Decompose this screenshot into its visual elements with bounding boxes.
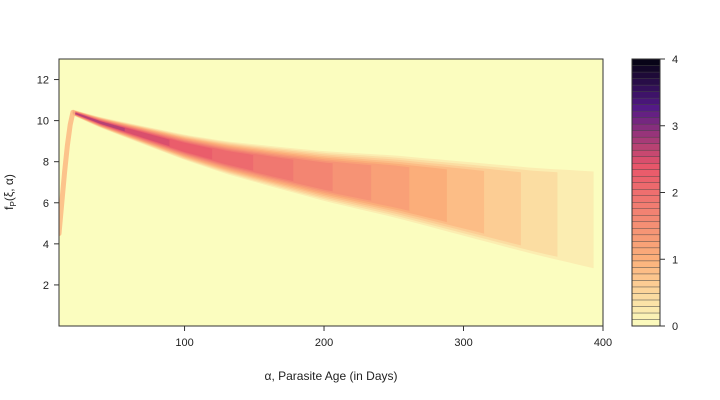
colorbar-swatch [631, 208, 661, 216]
colorbar-tick-label: 3 [672, 121, 678, 133]
colorbar-swatch [631, 254, 661, 262]
y-tick-label: 6 [43, 198, 49, 210]
colorbar-swatch [631, 215, 661, 223]
colorbar-swatch [631, 280, 661, 288]
colorbar-tick-label: 0 [672, 321, 678, 333]
colorbar-swatch [631, 162, 661, 170]
early-branch [59, 109, 76, 237]
colorbar-swatch [631, 312, 661, 320]
y-tick-label: 8 [43, 157, 49, 169]
colorbar-swatch [631, 117, 661, 125]
colorbar-swatch [631, 260, 661, 268]
x-axis-label: α, Parasite Age (in Days) [265, 369, 398, 383]
colorbar-swatch [631, 202, 661, 209]
colorbar-swatch [631, 156, 661, 164]
colorbar-swatch [631, 136, 661, 144]
x-axis: 100 200 300 400 [175, 326, 612, 349]
colorbar-swatch [631, 286, 661, 294]
contour-bands [59, 109, 594, 269]
y-tick-label: 10 [37, 116, 49, 128]
colorbar-swatch [631, 195, 661, 203]
colorbar-tick-label: 4 [672, 54, 678, 66]
colorbar-swatch [631, 110, 661, 118]
colorbar-swatch [631, 306, 661, 314]
colorbar-swatch [631, 123, 661, 131]
colorbar-swatch [631, 176, 661, 183]
colorbar-swatch [631, 91, 661, 99]
y-tick-label: 4 [43, 239, 49, 251]
colorbar-swatch [631, 293, 661, 301]
colorbar-tick-label: 1 [672, 254, 678, 266]
plot-frame [58, 58, 604, 327]
y-axis-label: fP(ξ, α) [2, 174, 18, 210]
colorbar-swatch [631, 58, 661, 66]
x-tick-label: 100 [175, 337, 193, 349]
x-tick-label: 400 [594, 337, 612, 349]
y-tick-label: 2 [43, 280, 49, 292]
colorbar-swatch [631, 221, 661, 229]
colorbar-swatch [631, 169, 661, 177]
colorbar-swatch [631, 78, 661, 86]
x-tick-label: 200 [315, 337, 333, 349]
colorbar-swatch [631, 104, 661, 112]
contour-band [72, 111, 125, 132]
colorbar-swatch [631, 319, 661, 327]
colorbar-swatch [631, 273, 661, 281]
colorbar-swatch [631, 189, 661, 196]
colorbar-tick-label: 2 [672, 188, 678, 200]
colorbar-swatch [631, 228, 661, 236]
x-tick-label: 300 [454, 337, 472, 349]
colorbar-swatch [631, 84, 661, 92]
colorbar-swatch [631, 71, 661, 79]
y-axis-label-sub: P [9, 201, 18, 206]
y-axis: 2 4 6 8 10 12 [37, 75, 59, 292]
colorbar-swatch [631, 234, 661, 242]
colorbar-swatch [631, 241, 661, 249]
colorbar-swatch [631, 267, 661, 275]
colorbar-swatch [631, 143, 661, 151]
y-axis-label-args: (ξ, α) [2, 174, 16, 201]
y-axis-label-main: f [2, 206, 16, 210]
colorbar-swatch [631, 130, 661, 138]
colorbar-swatch [631, 299, 661, 307]
colorbar-swatch [631, 182, 661, 190]
colorbar: 0 1 2 3 4 [631, 54, 678, 333]
y-tick-label: 12 [37, 75, 49, 87]
colorbar-swatch [631, 97, 661, 105]
colorbar-swatch [631, 149, 661, 157]
colorbar-swatch [631, 247, 661, 255]
colorbar-swatch [631, 65, 661, 73]
